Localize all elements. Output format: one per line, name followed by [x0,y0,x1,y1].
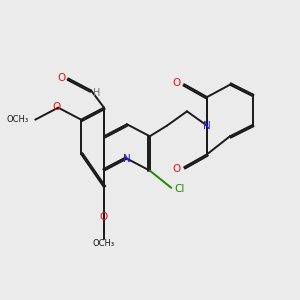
Text: O: O [100,212,108,222]
Text: OCH₃: OCH₃ [93,238,115,247]
Text: OCH₃: OCH₃ [6,115,28,124]
Text: N: N [203,121,211,131]
Text: O: O [173,164,181,174]
Text: O: O [173,78,181,88]
Text: N: N [123,154,131,164]
Text: O: O [52,102,61,112]
Text: H: H [93,88,100,98]
Text: Cl: Cl [175,184,185,194]
Text: O: O [57,73,65,83]
